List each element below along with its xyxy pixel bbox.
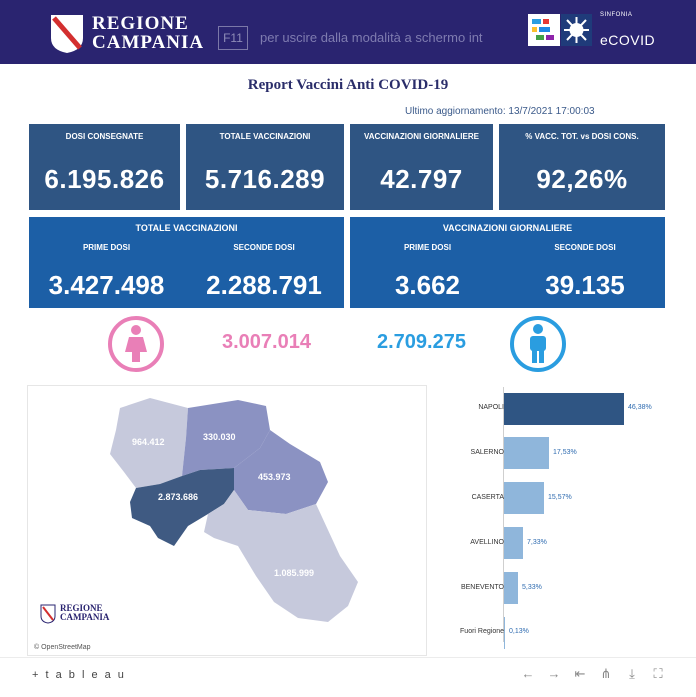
panel-title: TOTALE VACCINAZIONI (135, 223, 238, 233)
female-icon (108, 316, 164, 372)
map-logo-line-2: CAMPANIA (60, 612, 110, 622)
ecovid-logo-icon (528, 14, 592, 46)
kpi-label: DOSI CONSEGNATE (65, 132, 144, 141)
kpi-totale-vaccinazioni: TOTALE VACCINAZIONI 5.716.289 (186, 124, 344, 210)
prime-dosi-label: PRIME DOSI (403, 243, 452, 252)
bar-label-napoli: NAPOLI (478, 404, 504, 411)
map-label-benevento: 330.030 (203, 432, 236, 442)
kpi-vaccinazioni-giornaliere: VACCINAZIONI GIORNALIERE 42.797 (350, 124, 493, 210)
female-vaccinations-value: 3.007.014 (222, 331, 311, 353)
ecovid-label: eCOVID (600, 32, 656, 48)
bar-label-fuori-regione: Fuori Regione (460, 628, 504, 635)
map-attribution: © OpenStreetMap (34, 644, 91, 651)
bar-pct-benevento: 5,33% (522, 584, 542, 591)
totale-vaccinazioni-panel: TOTALE VACCINAZIONI PRIME DOSI SECONDE D… (29, 217, 344, 308)
brand-logo-text: REGIONE CAMPANIA (92, 14, 204, 52)
revert-icon[interactable]: ⇤ (574, 666, 586, 681)
map-logo: REGIONE CAMPANIA (40, 602, 120, 632)
download-icon[interactable]: ⤓ (629, 666, 635, 681)
map-label-napoli: 2.873.686 (158, 492, 199, 502)
kpi-value: 5.716.289 (204, 164, 326, 194)
province-bar-chart: NAPOLI 46,38% SALERNO 17,53% CASERTA 15,… (436, 385, 676, 656)
bar-fuori-regione[interactable] (504, 617, 505, 649)
campania-map[interactable]: 964.412 330.030 453.973 2.873.686 1.085.… (27, 385, 427, 656)
bar-label-salerno: SALERNO (470, 449, 504, 456)
bar-benevento[interactable] (504, 572, 518, 604)
prime-dosi-value: 3.427.498 (48, 270, 165, 300)
seconde-dosi-label: SECONDE DOSI (233, 243, 295, 252)
kpi-label: TOTALE VACCINAZIONI (219, 132, 311, 141)
kpi-value: 92,26% (536, 164, 628, 194)
kpi-label: % VACC. TOT. vs DOSI CONS. (525, 132, 639, 141)
male-vaccinations-value: 2.709.275 (377, 331, 466, 353)
bar-pct-fuori-regione: 0,13% (509, 628, 529, 635)
brand-line-2: CAMPANIA (92, 32, 205, 53)
map-label-avellino: 453.973 (258, 472, 291, 482)
vaccinazioni-giornaliere-panel: VACCINAZIONI GIORNALIERE PRIME DOSI SECO… (350, 217, 665, 308)
province-salerno[interactable] (204, 490, 358, 622)
regione-campania-shield-icon (40, 604, 56, 624)
bar-caserta[interactable] (504, 482, 544, 514)
prime-dosi-value: 3.662 (394, 270, 461, 300)
kpi-value: 42.797 (380, 164, 463, 194)
sinfonia-label: SINFONIA (600, 12, 633, 18)
map-label-salerno: 1.085.999 (274, 568, 315, 578)
last-updated: Ultimo aggiornamento: 13/7/2021 17:00:03 (405, 106, 595, 117)
header-bar: REGIONE CAMPANIA F11 per uscire dalla mo… (0, 0, 696, 64)
province-benevento[interactable] (182, 400, 270, 476)
bar-salerno[interactable] (504, 437, 549, 469)
bar-label-avellino: AVELLINO (470, 539, 504, 546)
seconde-dosi-value: 2.288.791 (206, 270, 322, 300)
regione-campania-shield-icon (51, 15, 83, 53)
report-title: Report Vaccini Anti COVID-19 (247, 77, 449, 93)
bar-axis-line (503, 387, 504, 642)
seconde-dosi-value: 39.135 (545, 270, 625, 300)
bar-pct-napoli: 46,38% (628, 404, 652, 411)
map-label-caserta: 964.412 (132, 437, 165, 447)
share-icon[interactable]: ⋔ (600, 666, 612, 681)
kpi-label: VACCINAZIONI GIORNALIERE (364, 132, 479, 141)
undo-icon[interactable]: ← (521, 666, 535, 681)
province-caserta[interactable] (110, 398, 188, 488)
fullscreen-key-hint: F11 (218, 26, 248, 50)
seconde-dosi-label: SECONDE DOSI (554, 243, 616, 252)
bar-avellino[interactable] (504, 527, 523, 559)
province-napoli[interactable] (130, 468, 234, 546)
bar-napoli[interactable] (504, 393, 624, 425)
bar-label-benevento: BENEVENTO (460, 584, 504, 591)
kpi-percentuale-vaccinazioni: % VACC. TOT. vs DOSI CONS. 92,26% (499, 124, 665, 210)
map-logo-line-1: REGIONE (60, 603, 103, 613)
bar-pct-avellino: 7,33% (527, 539, 547, 546)
fullscreen-icon[interactable]: ⛶ (653, 666, 663, 681)
tableau-toolbar: + t a b l e a u ← → ⇤ ⋔ ⤓ ⛶ (0, 657, 696, 697)
kpi-dosi-consegnate: DOSI CONSEGNATE 6.195.826 (29, 124, 180, 210)
province-avellino[interactable] (234, 430, 328, 514)
panel-title: VACCINAZIONI GIORNALIERE (442, 223, 573, 233)
map-svg (110, 398, 358, 622)
bar-pct-caserta: 15,57% (548, 494, 572, 501)
bar-pct-salerno: 17,53% (553, 449, 577, 456)
tableau-logo[interactable]: + t a b l e a u (32, 669, 126, 681)
redo-icon[interactable]: → (547, 666, 561, 681)
bar-label-caserta: CASERTA (471, 494, 504, 501)
brand-line-1: REGIONE (92, 13, 189, 34)
prime-dosi-label: PRIME DOSI (82, 243, 131, 252)
male-icon (510, 316, 566, 372)
kpi-value: 6.195.826 (44, 164, 165, 194)
fullscreen-message: per uscire dalla modalità a schermo int (260, 30, 483, 45)
